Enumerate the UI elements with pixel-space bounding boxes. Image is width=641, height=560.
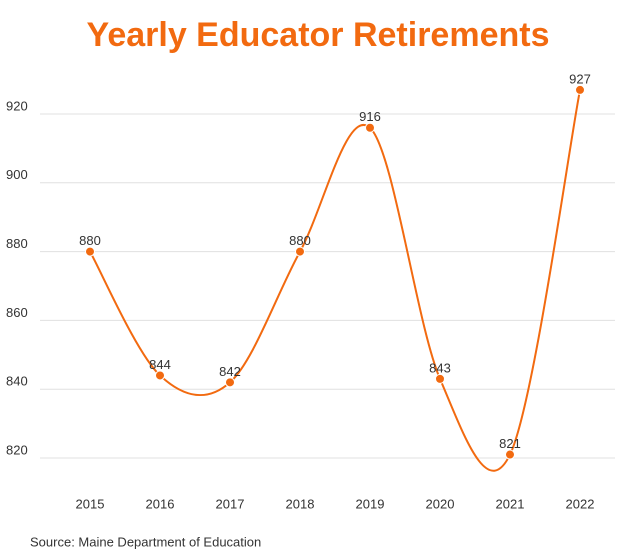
x-tick-label: 2015: [76, 496, 105, 511]
x-tick-label: 2017: [216, 496, 245, 511]
y-tick-label: 880: [6, 236, 28, 251]
data-label: 821: [499, 436, 521, 451]
data-point: [225, 377, 235, 388]
data-label: 843: [429, 360, 451, 375]
x-tick-label: 2016: [146, 496, 175, 511]
data-point: [505, 449, 515, 460]
line-series: [89, 89, 581, 472]
data-point: [155, 370, 165, 381]
y-tick-label: 860: [6, 305, 28, 320]
data-label: 880: [289, 233, 311, 248]
y-tick-label: 900: [6, 167, 28, 182]
x-tick-label: 2020: [426, 496, 455, 511]
data-label: 844: [149, 357, 171, 372]
x-tick-label: 2018: [286, 496, 315, 511]
y-tick-label: 820: [6, 442, 28, 457]
x-tick-label: 2021: [496, 496, 525, 511]
x-tick-label: 2022: [566, 496, 595, 511]
data-point: [85, 246, 95, 257]
data-label: 916: [359, 109, 381, 124]
y-tick-label: 840: [6, 374, 28, 389]
data-label: 880: [79, 233, 101, 248]
data-point: [575, 84, 585, 95]
data-label: 842: [219, 364, 241, 379]
data-point: [365, 122, 375, 133]
y-tick-label: 920: [6, 98, 28, 113]
data-point: [435, 373, 445, 384]
x-tick-label: 2019: [356, 496, 385, 511]
chart-title: Yearly Educator Retirements: [87, 16, 550, 54]
data-point: [295, 246, 305, 257]
source-note: Source: Maine Department of Education: [30, 534, 261, 549]
data-label: 927: [569, 71, 591, 86]
